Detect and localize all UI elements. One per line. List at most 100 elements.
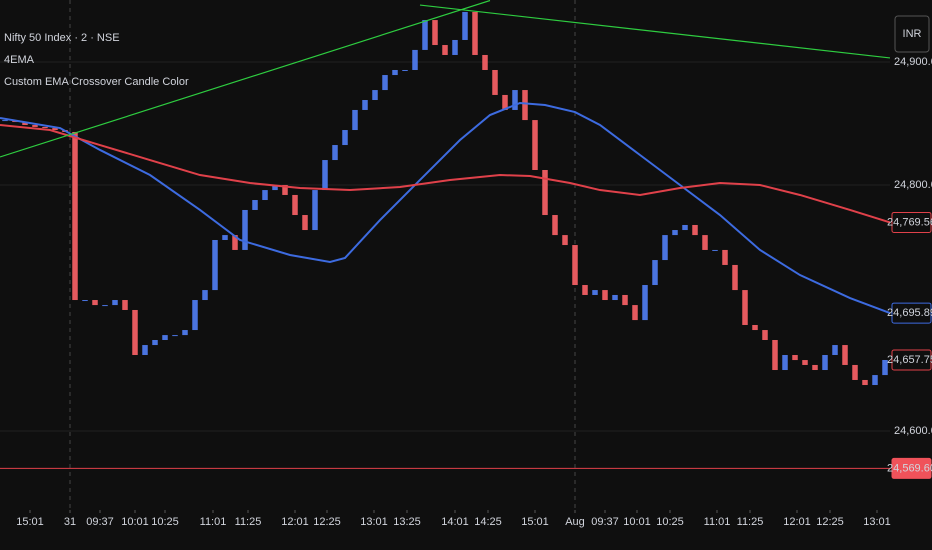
candle (802, 360, 808, 365)
x-tick-label: 11:25 (737, 516, 764, 528)
candle (462, 11, 468, 40)
candle (302, 215, 308, 231)
candle (132, 309, 138, 356)
candle (602, 290, 608, 301)
indicator-line (0, 0, 491, 158)
candle (852, 364, 858, 380)
candle (382, 75, 388, 91)
candle (272, 185, 278, 191)
candle (782, 355, 788, 371)
candle (352, 109, 358, 131)
currency-box[interactable] (894, 15, 930, 53)
candle (392, 69, 398, 76)
candle (642, 285, 648, 321)
candle (502, 94, 508, 110)
price-tag-label: 24,657.75 (887, 354, 932, 366)
price-tag (891, 211, 932, 233)
candle (682, 224, 688, 231)
candle (282, 185, 288, 195)
indicator-line (0, 123, 890, 224)
candle (112, 300, 118, 306)
indicator-line (0, 101, 890, 315)
candle (582, 285, 588, 295)
candle (262, 190, 268, 201)
legend-indicator: Custom EMA Crossover Candle Color (4, 76, 189, 88)
candle (412, 49, 418, 70)
x-tick-label: 10:25 (656, 516, 684, 528)
candle (252, 200, 258, 210)
candle (402, 69, 408, 71)
candle (792, 355, 798, 361)
x-tick-label: 09:37 (86, 516, 114, 528)
candle (292, 194, 298, 216)
candle (632, 305, 638, 321)
candle (622, 294, 628, 306)
candle (552, 215, 558, 236)
candle (92, 300, 98, 306)
candle (22, 122, 28, 125)
candle (492, 69, 498, 95)
candle (142, 345, 148, 356)
candle (542, 170, 548, 216)
candle (72, 131, 78, 301)
candle (242, 209, 248, 250)
legend-symbol: Nifty 50 Index · 2 · NSE (4, 32, 120, 44)
candle (702, 235, 708, 250)
price-tag-label: 24,769.56 (887, 216, 932, 228)
candle (52, 128, 58, 131)
y-tick-label: 24,600.00 (894, 425, 932, 437)
candle (862, 379, 868, 386)
candle (432, 20, 438, 46)
x-tick-label: 15:01 (16, 516, 44, 528)
x-tick-label: Aug (565, 516, 585, 528)
candle (482, 54, 488, 70)
x-tick-label: 13:01 (360, 516, 388, 528)
candle (652, 260, 658, 286)
x-tick-label: 13:01 (863, 516, 891, 528)
candle (322, 160, 328, 191)
x-tick-label: 14:01 (441, 516, 469, 528)
candle (532, 120, 538, 170)
candle (172, 335, 178, 337)
price-tag (891, 349, 932, 371)
candle (722, 249, 728, 265)
candle (662, 235, 668, 261)
x-tick-label: 13:25 (393, 516, 421, 528)
x-tick-label: 11:25 (235, 516, 262, 528)
candle (712, 249, 718, 251)
x-tick-label: 12:01 (281, 516, 309, 528)
price-tag-label: 24,695.89 (887, 307, 932, 319)
candle (692, 224, 698, 236)
x-tick-label: 12:25 (816, 516, 844, 528)
candle (512, 90, 518, 110)
candle (182, 330, 188, 336)
x-tick-label: 12:01 (783, 516, 811, 528)
price-tag (891, 457, 932, 479)
candle (32, 124, 38, 127)
candle (152, 340, 158, 346)
candle (232, 235, 238, 250)
candle (2, 120, 8, 122)
candle (742, 290, 748, 325)
currency[interactable]: INR (903, 28, 922, 40)
price-tag-label: 24,569.60 (887, 462, 932, 474)
x-tick-label: 31 (64, 516, 76, 528)
candle (422, 20, 428, 50)
x-tick-label: 14:25 (474, 516, 502, 528)
plot-area (0, 0, 890, 469)
price-tag (891, 302, 932, 324)
candle (842, 345, 848, 365)
candle (752, 324, 758, 331)
candle (872, 375, 878, 386)
candle (82, 300, 88, 302)
x-tick-label: 10:01 (623, 516, 651, 528)
candle (442, 45, 448, 55)
candle (812, 364, 818, 371)
candle (362, 100, 368, 110)
candle (122, 300, 128, 310)
candle (772, 340, 778, 371)
x-tick-label: 10:01 (121, 516, 149, 528)
x-tick-label: 12:25 (313, 516, 341, 528)
